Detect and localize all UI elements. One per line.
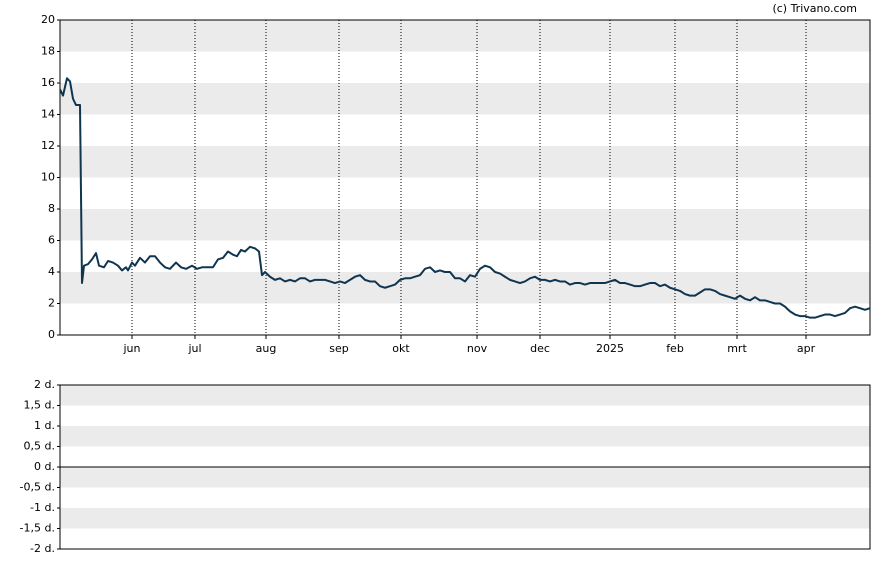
grid-band	[60, 426, 870, 447]
y-tick-label: 12	[41, 139, 55, 152]
y-tick-label: 8	[48, 202, 55, 215]
y-tick-label: 1,5 d.	[24, 399, 55, 412]
y-tick-label: 0 d.	[34, 460, 55, 473]
grid-band	[60, 385, 870, 406]
y-tick-label: 10	[41, 171, 55, 184]
y-tick-label: -1,5 d.	[20, 522, 55, 535]
grid-band	[60, 83, 870, 115]
grid-band	[60, 272, 870, 304]
x-tick-label: 2025	[596, 342, 624, 355]
y-tick-label: -1 d.	[30, 501, 55, 514]
price-line	[59, 77, 871, 319]
x-tick-label: mrt	[727, 342, 747, 355]
y-tick-label: 16	[41, 76, 55, 89]
y-tick-label: 2 d.	[34, 378, 55, 391]
y-tick-label: 0	[48, 328, 55, 341]
grid-band	[60, 467, 870, 488]
plot-frame	[59, 384, 871, 550]
y-tick-label: 2	[48, 297, 55, 310]
x-tick-label: sep	[329, 342, 348, 355]
plot-frame	[59, 19, 871, 336]
y-tick-label: 14	[41, 108, 55, 121]
grid-band	[60, 209, 870, 241]
y-tick-label: 20	[41, 13, 55, 26]
y-tick-label: 6	[48, 234, 55, 247]
x-tick-label: nov	[467, 342, 488, 355]
grid-band	[60, 20, 870, 52]
x-tick-label: jul	[187, 342, 201, 355]
y-tick-label: 1 d.	[34, 419, 55, 432]
x-tick-label: jun	[123, 342, 141, 355]
x-tick-label: feb	[666, 342, 684, 355]
x-tick-label: okt	[392, 342, 410, 355]
y-tick-label: -2 d.	[30, 542, 55, 555]
x-tick-label: apr	[797, 342, 816, 355]
y-tick-label: -0,5 d.	[20, 481, 55, 494]
grid-band	[60, 508, 870, 529]
y-tick-label: 4	[48, 265, 55, 278]
x-tick-label: dec	[530, 342, 550, 355]
grid-band	[60, 146, 870, 178]
y-tick-label: 0,5 d.	[24, 440, 55, 453]
source-note: (c) Trivano.com	[772, 2, 857, 15]
y-tick-label: 18	[41, 45, 55, 58]
x-tick-label: aug	[256, 342, 277, 355]
